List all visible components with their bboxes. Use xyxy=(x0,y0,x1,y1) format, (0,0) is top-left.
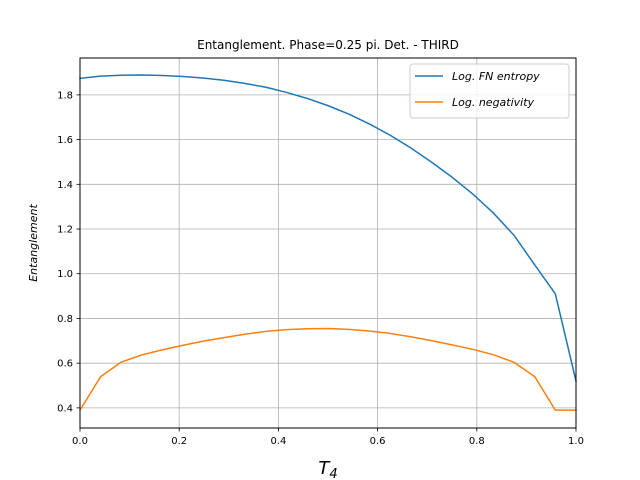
legend: Log. FN entropy Log. negativity xyxy=(409,63,570,119)
y-axis-label: Entanglement xyxy=(27,204,40,282)
legend-label-entropy: Log. FN entropy xyxy=(452,70,540,83)
y-tick-label: 1.0 xyxy=(57,269,73,280)
x-tick-label: 0.2 xyxy=(171,436,187,447)
x-tick-label: 0.6 xyxy=(370,436,386,447)
y-tick-label: 0.4 xyxy=(57,403,73,414)
x-axis-label-main: T xyxy=(318,458,331,479)
chart-title: Entanglement. Phase=0.25 pi. Det. - THIR… xyxy=(197,38,459,52)
y-tick-label: 0.8 xyxy=(57,314,73,325)
y-tick-label: 1.6 xyxy=(57,135,73,146)
x-tick-label: 0.0 xyxy=(72,436,88,447)
x-tick-label: 1.0 xyxy=(568,436,584,447)
x-tick-label: 0.8 xyxy=(469,436,485,447)
grid xyxy=(79,58,577,428)
y-tick-label: 1.8 xyxy=(57,90,73,101)
x-axis-label: T4 xyxy=(318,458,337,480)
series-line-negativity xyxy=(78,327,577,412)
y-ticks: 0.4 0.6 0.8 1.0 1.2 1.4 1.6 1.8 xyxy=(57,90,80,414)
legend-box xyxy=(409,63,570,119)
legend-label-negativity: Log. negativity xyxy=(452,96,535,109)
x-ticks: 0.0 0.2 0.4 0.6 0.8 1.0 xyxy=(72,428,584,447)
y-tick-label: 0.6 xyxy=(57,359,73,370)
x-axis-label-subscript: 4 xyxy=(329,467,337,480)
y-tick-label: 1.4 xyxy=(57,180,73,191)
y-tick-label: 1.2 xyxy=(57,225,73,236)
series-line-entropy xyxy=(79,74,577,382)
x-tick-label: 0.4 xyxy=(270,436,286,447)
plot-frame xyxy=(79,57,577,429)
series-group xyxy=(78,74,577,412)
